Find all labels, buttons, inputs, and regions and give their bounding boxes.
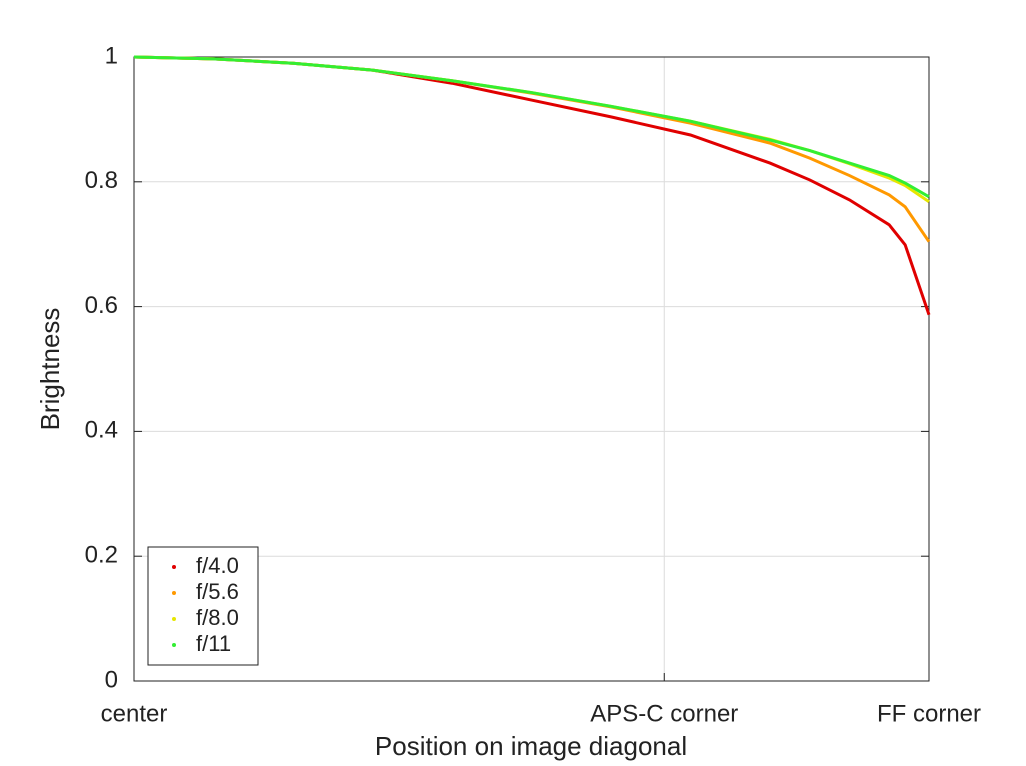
- x-tick-label: APS-C corner: [590, 700, 738, 727]
- y-tick-label: 1: [105, 42, 118, 69]
- legend-label: f/4.0: [196, 553, 239, 578]
- legend-label: f/5.6: [196, 579, 239, 604]
- legend-marker: [172, 643, 176, 647]
- series-line: [133, 55, 930, 199]
- legend-label: f/11: [196, 631, 231, 656]
- legend-marker: [172, 565, 176, 569]
- plot-frame: [133, 56, 930, 682]
- y-tick-label: 0: [105, 666, 118, 693]
- legend-label: f/8.0: [196, 605, 239, 630]
- x-tick-label: center: [101, 700, 168, 727]
- y-tick-label: 0.8: [85, 167, 118, 194]
- x-tick-label: FF corner: [877, 700, 981, 727]
- y-axis-label: Brightness: [35, 308, 65, 431]
- legend-box: [147, 546, 259, 666]
- y-tick-label: 0.2: [85, 542, 118, 569]
- y-tick-label: 0.6: [85, 292, 118, 319]
- legend-marker: [172, 617, 176, 621]
- legend-marker: [172, 591, 176, 595]
- x-axis-label: Position on image diagonal: [375, 731, 687, 761]
- y-tick-label: 0.4: [85, 417, 118, 444]
